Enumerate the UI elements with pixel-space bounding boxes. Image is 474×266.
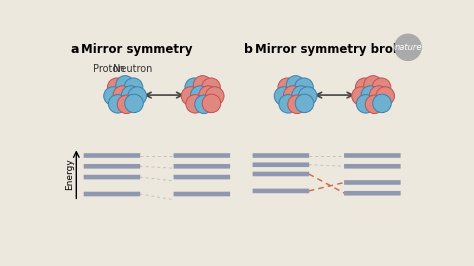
Circle shape — [274, 87, 293, 105]
Circle shape — [292, 86, 310, 104]
Circle shape — [113, 86, 132, 104]
FancyBboxPatch shape — [84, 192, 140, 196]
Circle shape — [128, 87, 146, 105]
Circle shape — [116, 76, 135, 94]
FancyBboxPatch shape — [173, 153, 230, 158]
FancyBboxPatch shape — [253, 153, 309, 158]
Circle shape — [283, 86, 302, 104]
FancyBboxPatch shape — [84, 164, 140, 169]
Circle shape — [372, 78, 391, 97]
FancyBboxPatch shape — [253, 189, 309, 193]
Circle shape — [125, 94, 143, 113]
Circle shape — [124, 78, 143, 97]
Circle shape — [286, 76, 305, 94]
Circle shape — [295, 78, 313, 97]
Text: Mirror symmetry: Mirror symmetry — [81, 43, 192, 56]
Text: b: b — [244, 43, 253, 56]
Text: Proton: Proton — [93, 64, 125, 74]
Text: Neutron: Neutron — [113, 64, 153, 74]
Circle shape — [376, 87, 394, 105]
Circle shape — [288, 95, 306, 114]
Circle shape — [356, 95, 375, 113]
Text: a: a — [71, 43, 79, 56]
Text: Energy: Energy — [65, 159, 74, 190]
Circle shape — [395, 34, 421, 60]
Circle shape — [279, 95, 298, 113]
Circle shape — [117, 95, 136, 114]
FancyBboxPatch shape — [173, 164, 230, 169]
Circle shape — [369, 86, 388, 104]
FancyBboxPatch shape — [253, 172, 309, 176]
Circle shape — [364, 76, 383, 94]
Circle shape — [352, 87, 370, 105]
FancyBboxPatch shape — [173, 192, 230, 196]
Circle shape — [191, 86, 209, 104]
FancyBboxPatch shape — [344, 180, 401, 185]
Circle shape — [202, 94, 221, 113]
Circle shape — [195, 95, 213, 114]
Circle shape — [186, 95, 204, 113]
Circle shape — [104, 87, 122, 105]
Circle shape — [185, 78, 203, 97]
FancyBboxPatch shape — [173, 175, 230, 179]
FancyBboxPatch shape — [253, 163, 309, 167]
FancyBboxPatch shape — [84, 175, 140, 179]
Circle shape — [199, 86, 218, 104]
FancyBboxPatch shape — [344, 191, 401, 196]
Circle shape — [361, 86, 380, 104]
FancyBboxPatch shape — [344, 153, 401, 158]
Circle shape — [295, 94, 314, 113]
Circle shape — [193, 76, 212, 94]
FancyBboxPatch shape — [344, 164, 401, 169]
Circle shape — [278, 78, 297, 97]
Circle shape — [356, 78, 374, 97]
Circle shape — [373, 94, 391, 113]
Circle shape — [121, 86, 140, 104]
Circle shape — [202, 78, 220, 97]
Text: Mirror symmetry broken: Mirror symmetry broken — [255, 43, 416, 56]
Circle shape — [181, 87, 200, 105]
FancyBboxPatch shape — [84, 153, 140, 158]
Circle shape — [205, 87, 224, 105]
Circle shape — [299, 87, 317, 105]
Circle shape — [109, 95, 127, 113]
Circle shape — [108, 78, 126, 97]
Text: nature: nature — [394, 43, 422, 52]
Circle shape — [365, 95, 384, 114]
